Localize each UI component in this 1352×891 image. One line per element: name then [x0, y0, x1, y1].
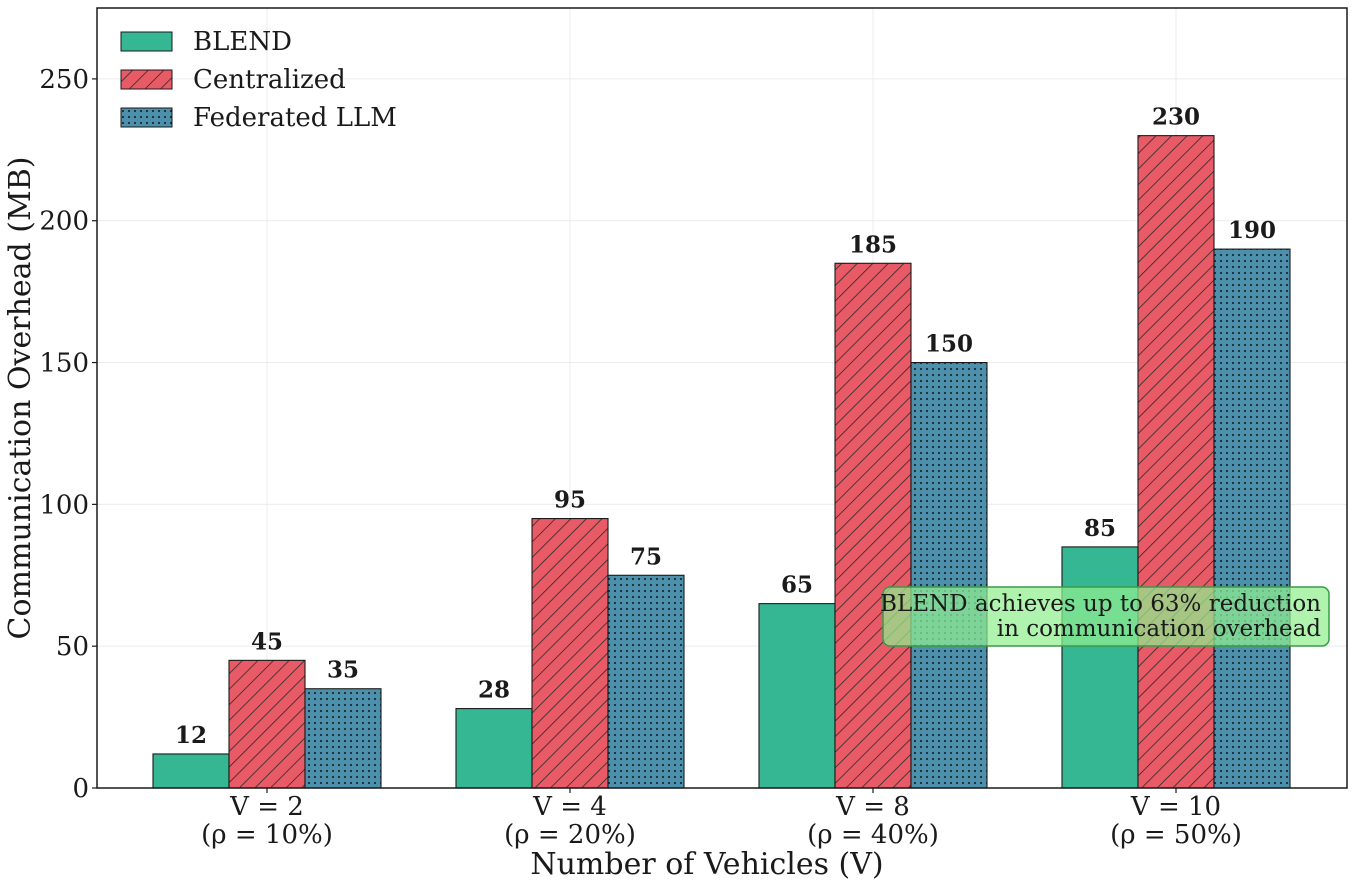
bar-value-label: 185	[849, 231, 897, 258]
bar-federated-llm	[607, 574, 685, 789]
bar-centralized	[834, 262, 912, 789]
annotation-text-line1: BLEND achieves up to 63% reduction	[880, 591, 1321, 617]
bar-value-label: 95	[554, 487, 586, 514]
bar-blend	[1061, 546, 1139, 789]
bar-value-label: 230	[1152, 104, 1200, 131]
y-tick-label: 150	[39, 349, 89, 379]
bar-centralized	[1137, 135, 1215, 789]
bar-value-label: 35	[327, 657, 359, 684]
x-tick-label: V = 4	[532, 792, 607, 822]
x-tick-sublabel: (ρ = 20%)	[504, 820, 636, 850]
bar-blend	[455, 708, 533, 789]
bar-value-label: 45	[251, 628, 283, 655]
bar-centralized	[531, 517, 609, 789]
annotation-box	[882, 586, 1330, 647]
bar-value-label: 75	[630, 543, 662, 570]
y-tick-label: 250	[39, 65, 89, 95]
bar-value-label: 190	[1228, 217, 1276, 244]
plot-frame	[96, 7, 1348, 789]
bar-value-label: 28	[478, 677, 510, 704]
x-tick-label: V = 10	[1130, 792, 1221, 822]
x-tick-sublabel: (ρ = 50%)	[1110, 820, 1242, 850]
y-tick-label: 50	[56, 632, 89, 662]
x-tick-label: V = 8	[835, 792, 910, 822]
y-tick-label: 100	[39, 490, 89, 520]
legend-swatch	[120, 31, 173, 52]
y-tick-label: 200	[39, 207, 89, 237]
bar-value-label: 65	[781, 572, 813, 599]
legend-label: Centralized	[193, 65, 346, 95]
bar-centralized	[228, 659, 306, 789]
legend-swatch	[120, 107, 173, 128]
x-axis-label: Number of Vehicles (V)	[530, 847, 883, 882]
bar-blend	[758, 603, 836, 789]
bar-federated-llm	[1213, 248, 1291, 789]
legend-label: BLEND	[193, 27, 292, 57]
legend-swatch	[120, 69, 173, 90]
x-tick-sublabel: (ρ = 10%)	[201, 820, 333, 850]
legend-label: Federated LLM	[193, 103, 397, 133]
y-axis-label: Communication Overhead (MB)	[3, 157, 38, 640]
bar-value-label: 12	[175, 722, 207, 749]
bar-federated-llm	[304, 688, 382, 789]
x-tick-label: V = 2	[229, 792, 304, 822]
x-tick-sublabel: (ρ = 40%)	[807, 820, 939, 850]
bar-value-label: 85	[1084, 515, 1116, 542]
bar-value-label: 150	[925, 331, 973, 358]
y-tick-label: 0	[72, 774, 89, 804]
bar-federated-llm	[910, 361, 988, 789]
bar-blend	[152, 753, 230, 789]
annotation-text-line2: in communication overhead	[997, 616, 1322, 642]
